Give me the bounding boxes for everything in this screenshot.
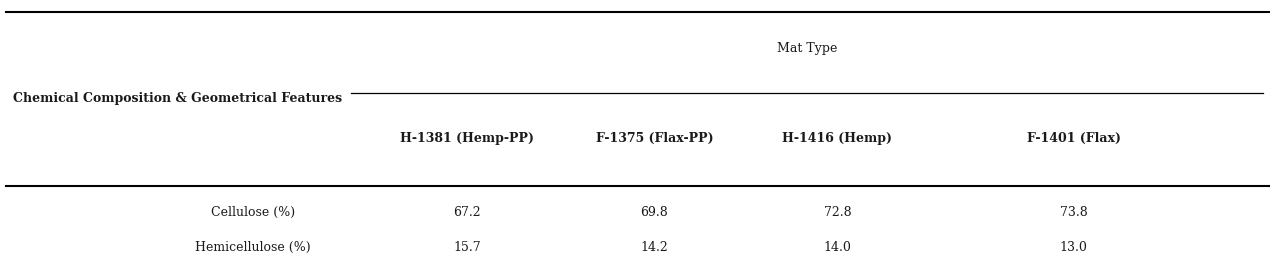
Text: Cellulose (%): Cellulose (%) [211,206,295,218]
Text: H-1381 (Hemp-PP): H-1381 (Hemp-PP) [401,132,534,145]
Text: 14.0: 14.0 [823,241,851,254]
Text: F-1401 (Flax): F-1401 (Flax) [1027,132,1121,145]
Text: 69.8: 69.8 [641,206,668,218]
Text: F-1375 (Flax-PP): F-1375 (Flax-PP) [595,132,714,145]
Text: 67.2: 67.2 [454,206,481,218]
Text: Hemicellulose (%): Hemicellulose (%) [195,241,310,254]
Text: 73.8: 73.8 [1060,206,1088,218]
Text: 72.8: 72.8 [824,206,851,218]
Text: H-1416 (Hemp): H-1416 (Hemp) [782,132,893,145]
Text: Chemical Composition & Geometrical Features: Chemical Composition & Geometrical Featu… [13,92,342,105]
Text: Mat Type: Mat Type [777,42,837,55]
Text: 14.2: 14.2 [641,241,668,254]
Text: 13.0: 13.0 [1060,241,1088,254]
Text: 15.7: 15.7 [454,241,481,254]
